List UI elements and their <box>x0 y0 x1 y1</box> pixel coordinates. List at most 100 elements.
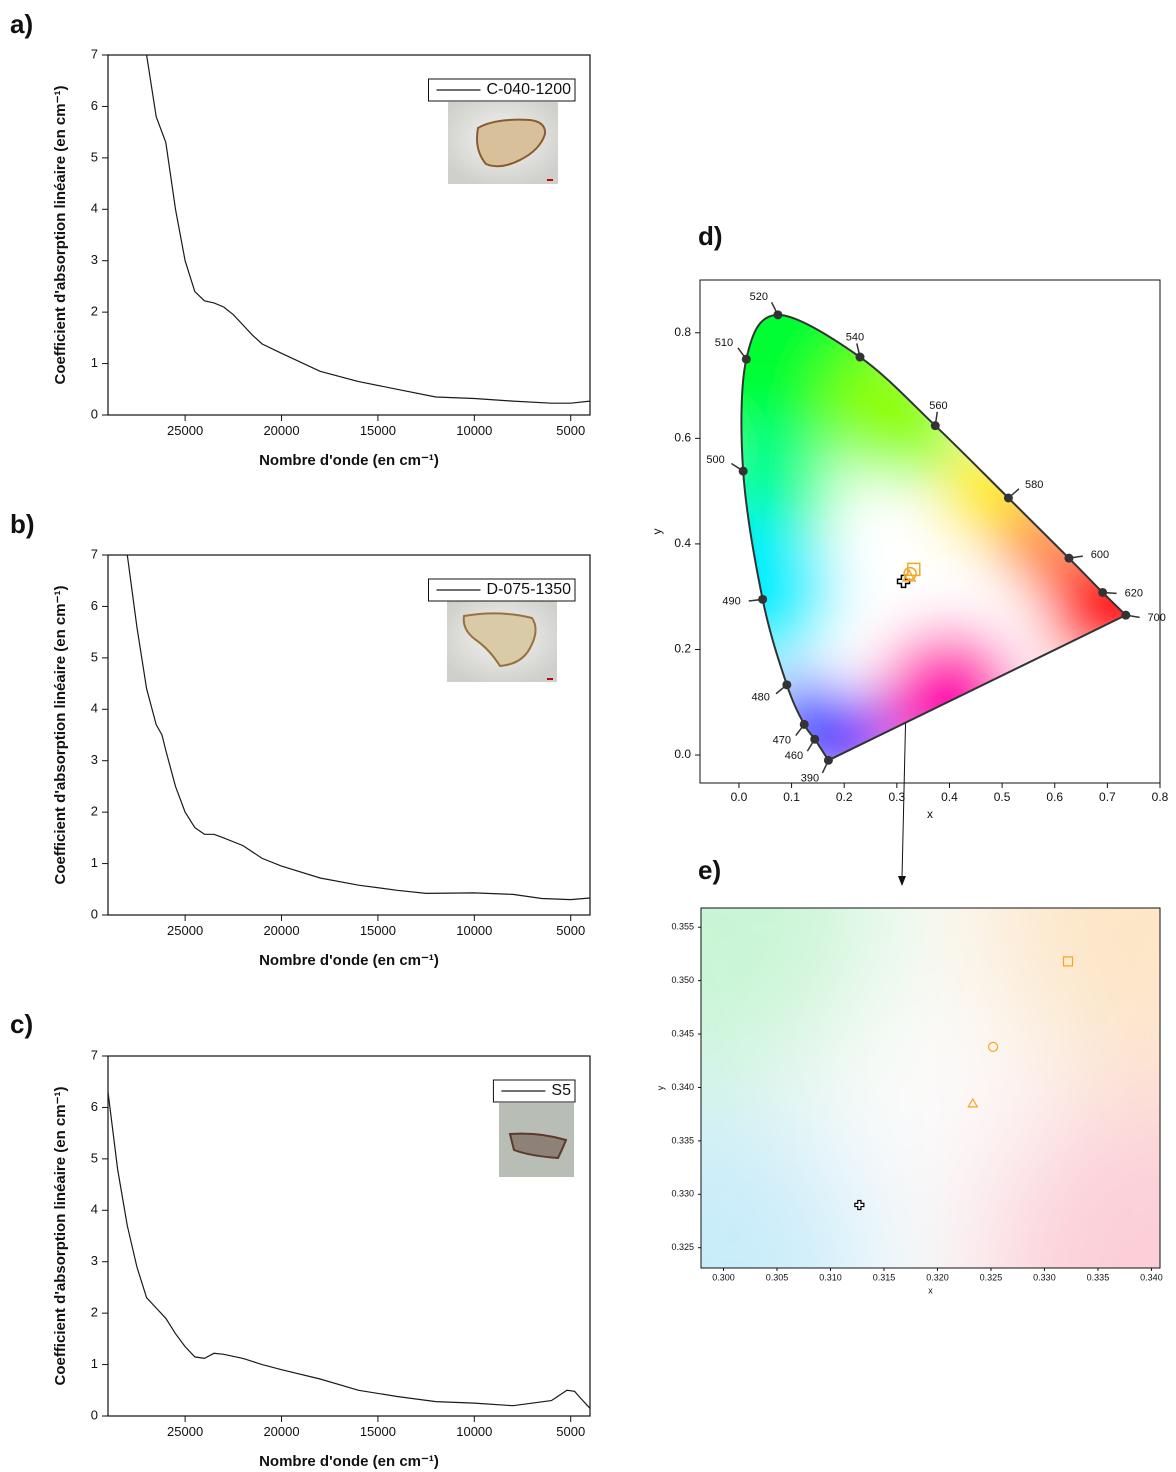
x-tick-label: 0.315 <box>873 1273 896 1283</box>
gamut-color <box>879 630 1019 761</box>
legend-box <box>428 578 576 602</box>
y-axis-label: Coefficient d'absorption linéaire (en cm… <box>52 1086 69 1385</box>
panel-label: b) <box>10 509 35 539</box>
sample-point <box>967 1097 979 1108</box>
x-axis-label: x <box>927 807 933 821</box>
panel-label: a) <box>10 9 33 39</box>
x-tick-label: 0.8 <box>1152 790 1169 804</box>
gamut-color <box>1045 542 1126 672</box>
y-tick-label: 6 <box>91 1099 98 1114</box>
x-tick-label: 0.6 <box>1046 790 1063 804</box>
y-axis-label: Coefficient d'absorption linéaire (en cm… <box>52 585 69 884</box>
x-axis-label: Nombre d'onde (en cm⁻¹) <box>259 952 439 969</box>
sample-photo <box>447 600 557 682</box>
y-tick-label: 0 <box>91 1407 98 1422</box>
y-tick-label: 0.335 <box>671 1135 694 1145</box>
x-tick-label: 0.1 <box>783 790 800 804</box>
y-tick-label: 3 <box>91 752 98 767</box>
data-line <box>146 55 590 404</box>
y-tick-label: 4 <box>91 1202 98 1217</box>
locus-point <box>799 719 809 729</box>
x-tick-label: 15000 <box>360 1424 396 1439</box>
sample-point <box>987 1041 999 1052</box>
wavelength-label: 500 <box>706 454 724 466</box>
x-tick-label: 0.0 <box>731 790 748 804</box>
y-axis-label: y <box>655 1085 665 1090</box>
x-tick-label: 0.300 <box>712 1273 735 1283</box>
y-tick-label: 0.2 <box>674 642 691 656</box>
locus-point <box>758 594 768 604</box>
x-tick-label: 0.340 <box>1140 1273 1163 1283</box>
wavelength-label: 560 <box>929 400 947 412</box>
wavelength-label: 620 <box>1125 588 1143 600</box>
plot-frame <box>699 279 1161 784</box>
y-tick-label: 2 <box>91 304 98 319</box>
wavelength-label: 520 <box>750 291 768 303</box>
x-tick-label: 0.335 <box>1087 1273 1110 1283</box>
sample-point <box>1062 956 1074 967</box>
y-tick-label: 0.6 <box>674 431 691 445</box>
bg-color <box>701 1098 871 1268</box>
x-tick-label: 0.3 <box>888 790 905 804</box>
x-tick-label: 0.7 <box>1099 790 1116 804</box>
y-tick-label: 4 <box>91 201 98 216</box>
data-line <box>126 555 590 901</box>
x-tick-label: 25000 <box>167 1424 203 1439</box>
plot-frame <box>700 907 1161 1269</box>
x-tick-label: 0.310 <box>819 1273 842 1283</box>
y-tick-label: 7 <box>91 546 98 561</box>
x-tick-label: 0.2 <box>836 790 853 804</box>
legend-label: C-040-1200 <box>487 81 572 98</box>
x-tick-label: 0.330 <box>1033 1273 1056 1283</box>
y-tick-label: 2 <box>91 804 98 819</box>
y-tick-label: 0 <box>91 906 98 921</box>
wavelength-label: 390 <box>801 772 819 784</box>
y-tick-label: 0.8 <box>674 325 691 339</box>
x-tick-label: 10000 <box>456 923 492 938</box>
spectral-locus <box>740 313 1128 762</box>
x-tick-label: 15000 <box>360 923 396 938</box>
arrow-head <box>898 876 906 886</box>
legend-label: S5 <box>551 1082 571 1099</box>
wavelength-label: 490 <box>722 596 740 608</box>
wavelength-label: 580 <box>1025 479 1043 491</box>
x-tick-label: 10000 <box>456 1424 492 1439</box>
x-axis-label: x <box>928 1285 933 1295</box>
y-tick-label: 0.4 <box>674 536 691 550</box>
plot-frame <box>107 1055 591 1417</box>
y-tick-label: 0.325 <box>671 1242 694 1252</box>
y-tick-label: 6 <box>91 598 98 613</box>
x-tick-label: 5000 <box>556 423 585 438</box>
y-tick-label: 3 <box>91 252 98 267</box>
bg-color <box>980 1088 1160 1268</box>
legend-label: D-075-1350 <box>487 581 572 598</box>
wavelength-label: 480 <box>752 691 770 703</box>
locus-point <box>1121 610 1131 620</box>
locus-point <box>741 354 751 364</box>
x-tick-label: 20000 <box>263 423 299 438</box>
sample-point <box>907 562 921 577</box>
bg-color <box>980 908 1160 1088</box>
gamut-color <box>741 510 835 670</box>
x-tick-label: 20000 <box>263 1424 299 1439</box>
sample-point <box>903 566 917 581</box>
y-tick-label: 5 <box>91 1150 98 1165</box>
y-tick-label: 0.350 <box>671 975 694 985</box>
y-tick-label: 5 <box>91 649 98 664</box>
y-tick-label: 1 <box>91 855 98 870</box>
locus-point <box>930 421 940 431</box>
x-tick-label: 10000 <box>456 423 492 438</box>
panel-label: c) <box>10 1009 33 1039</box>
locus-point <box>773 310 783 320</box>
locus-point <box>810 734 820 744</box>
wavelength-label: 540 <box>846 331 864 343</box>
wavelength-label: 470 <box>773 734 791 746</box>
x-tick-label: 5000 <box>556 923 585 938</box>
wavelength-label: 460 <box>785 750 803 762</box>
plot-frame <box>107 554 591 916</box>
y-tick-label: 6 <box>91 98 98 113</box>
locus-point <box>782 680 792 690</box>
x-tick-label: 0.305 <box>766 1273 789 1283</box>
locus-point <box>1003 493 1013 503</box>
